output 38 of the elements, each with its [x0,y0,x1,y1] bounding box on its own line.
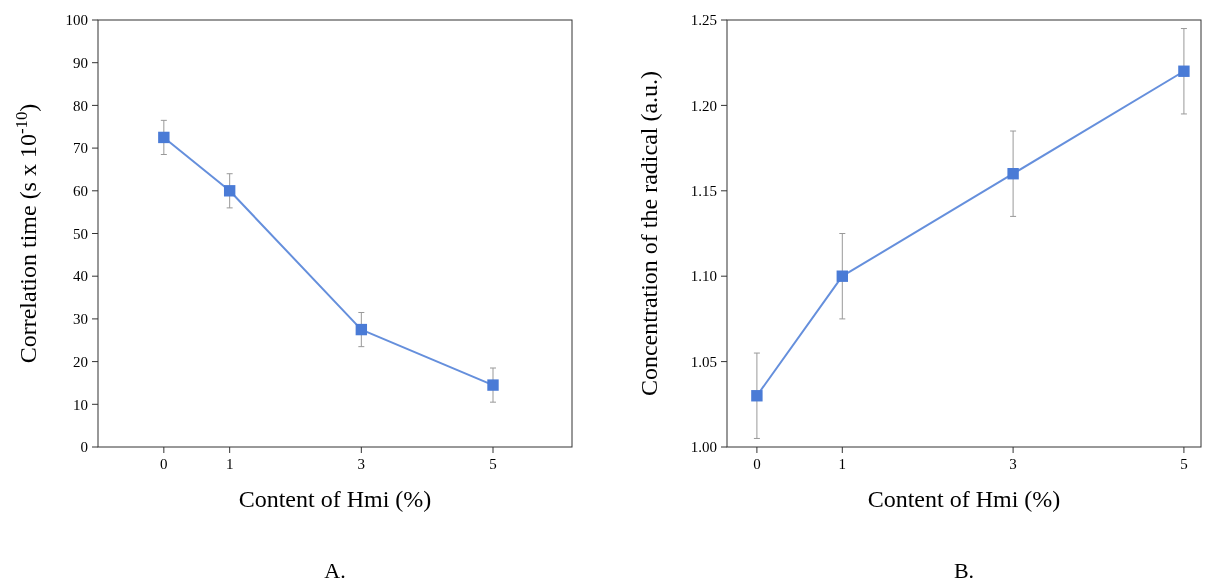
y-tick-label: 60 [73,183,88,200]
x-tick-label: 1 [225,456,234,472]
point [223,185,236,197]
x-tick-label: 5 [1180,456,1188,472]
x-axis-title: Content of Hmi (%) [867,486,1061,512]
text: B. [953,558,975,583]
point [836,270,848,282]
y-tick-label: 70 [73,140,88,157]
y-tick-label: 40 [73,268,88,285]
y-tick-label: 90 [73,54,88,71]
y-tick-label: 1.15 [690,183,717,200]
y-tick-label: 50 [73,225,88,242]
point [158,131,170,144]
point [1178,65,1190,77]
y-axis-title: Concentration of the radical (a.u.) [636,70,662,397]
text: A. [324,558,346,583]
y-tick-label: 20 [73,353,88,370]
point [355,323,368,336]
y-tick-label: 30 [73,311,88,328]
y-tick-label: 1.05 [690,353,717,370]
x-tick-label: 0 [160,456,168,472]
y-tick-label: 1.20 [690,97,717,114]
x-tick-label: 5 [489,456,497,472]
point [487,379,499,391]
x-tick-label: 0 [753,456,761,472]
y-tick-label: 1.00 [690,439,717,456]
x-axis-title: Content of Hmi (%) [238,486,432,512]
y-tick-label: 1.25 [690,12,717,29]
x-tick-label: 3 [357,456,366,472]
y-tick-label: 10 [73,396,88,413]
y-tick-label: 0 [80,439,88,456]
y-tick-label: 100 [65,12,88,29]
point [751,390,763,402]
x-tick-label: 1 [838,456,847,472]
point [1007,168,1019,180]
y-tick-label: 1.10 [690,268,717,285]
y-tick-label: 80 [73,97,88,114]
x-tick-label: 3 [1009,456,1017,472]
